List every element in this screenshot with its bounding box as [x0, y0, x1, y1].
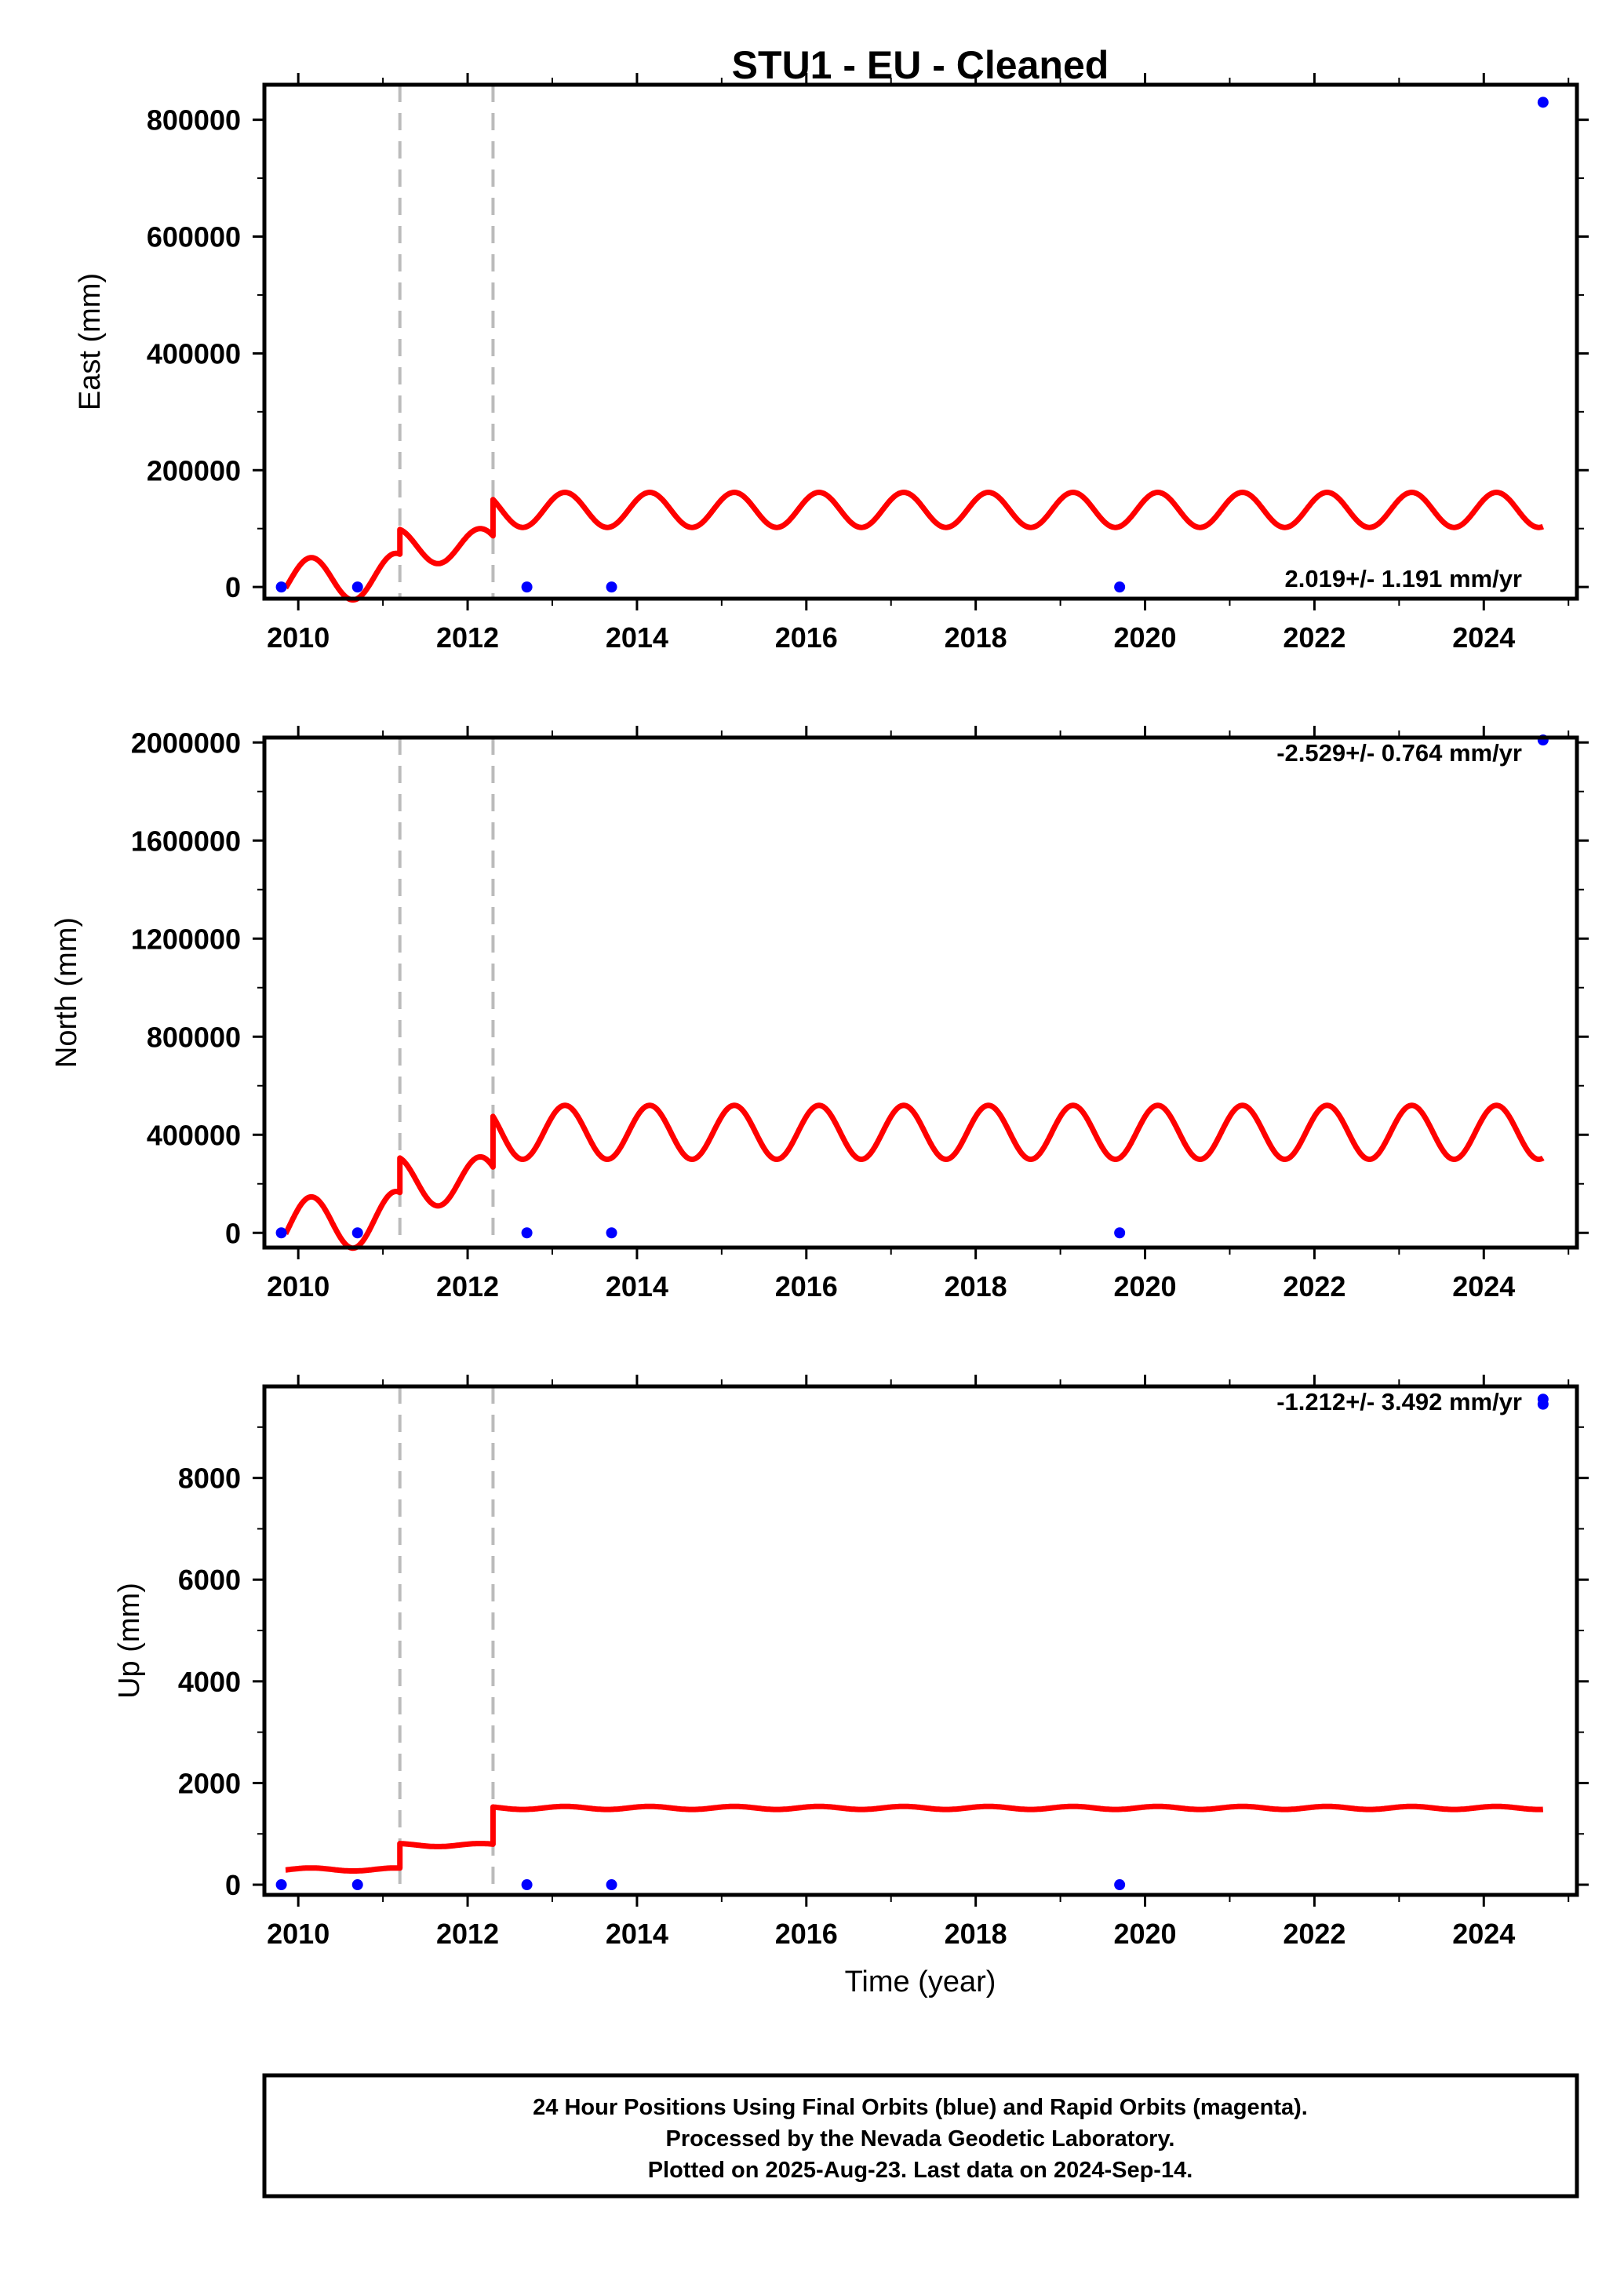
x-tick-label: 2016 — [775, 1270, 838, 1302]
rate-annotation: -2.529+/- 0.764 mm/yr — [1276, 739, 1522, 767]
x-tick-label: 2018 — [945, 1270, 1007, 1302]
x-tick-label: 2010 — [267, 621, 330, 654]
x-axis-label: Time (year) — [845, 1966, 996, 1998]
plot-frame — [262, 1384, 1579, 1897]
x-tick-label: 2024 — [1452, 1270, 1515, 1302]
up-panel: 2010 2012 2014 2016 2018 2020 2022 2024 0 2000 400… — [113, 1375, 1589, 1998]
data-point — [521, 581, 533, 593]
x-tick-label: 2014 — [606, 621, 668, 654]
y-tick-label: 800000 — [147, 104, 241, 137]
east-panel: 2010 2012 2014 2016 2018 2020 2022 2024 0 200000 4… — [74, 43, 1589, 654]
x-tick-label: 2022 — [1283, 1918, 1345, 1950]
x-tick-label: 2014 — [606, 1918, 668, 1950]
data-point — [606, 1227, 617, 1239]
y-tick-label: 600000 — [147, 221, 241, 253]
x-tick-label: 2020 — [1113, 621, 1176, 654]
y-tick-label: 8000 — [178, 1463, 241, 1495]
data-point — [606, 581, 617, 593]
plot-frame — [262, 735, 1579, 1250]
data-point — [1114, 1879, 1126, 1891]
y-tick-label: 0 — [225, 571, 241, 603]
y-tick-label: 800000 — [147, 1021, 241, 1053]
y-tick-label: 0 — [225, 1869, 241, 1901]
y-tick-label: 0 — [225, 1217, 241, 1249]
y-axis-label: North (mm) — [50, 917, 83, 1068]
y-axis-label: Up (mm) — [113, 1583, 146, 1699]
x-tick-label: 2024 — [1452, 621, 1515, 654]
north-panel: 2010 2012 2014 2016 2018 2020 2022 2024 0 400000 8… — [50, 726, 1589, 1302]
data-point — [275, 581, 287, 593]
y-tick-label: 400000 — [147, 337, 241, 370]
y-tick-label: 2000 — [178, 1767, 241, 1799]
x-tick-label: 2022 — [1283, 1270, 1345, 1302]
x-tick-label: 2020 — [1113, 1270, 1176, 1302]
y-tick-label: 1200000 — [131, 923, 241, 955]
data-point — [521, 1879, 533, 1891]
data-point — [1114, 581, 1126, 593]
y-tick-label: 2000000 — [131, 727, 241, 759]
model-curve — [282, 1102, 1545, 1251]
data-point — [351, 1879, 363, 1891]
data-point — [351, 581, 363, 593]
x-tick-label: 2016 — [775, 1918, 838, 1950]
x-tick-label: 2016 — [775, 621, 838, 654]
model-curve — [283, 1803, 1545, 1874]
rate-annotation: -1.212+/- 3.492 mm/yr — [1276, 1388, 1522, 1415]
y-tick-label: 4000 — [178, 1666, 241, 1698]
y-tick-label: 1600000 — [131, 825, 241, 857]
x-tick-label: 2020 — [1113, 1918, 1176, 1950]
y-axis-label: East (mm) — [74, 273, 107, 410]
x-tick-label: 2012 — [436, 1270, 499, 1302]
chart-title: STU1 - EU - Cleaned — [732, 43, 1109, 87]
data-point — [1537, 97, 1549, 108]
y-tick-label: 6000 — [178, 1564, 241, 1596]
x-tick-label: 2024 — [1452, 1918, 1515, 1950]
x-tick-label: 2018 — [945, 621, 1007, 654]
y-tick-label: 200000 — [147, 454, 241, 486]
footer-line-1: 24 Hour Positions Using Final Orbits (bl… — [533, 2095, 1308, 2120]
data-point — [521, 1227, 533, 1239]
x-tick-label: 2012 — [436, 1918, 499, 1950]
data-point — [275, 1879, 287, 1891]
data-point — [606, 1879, 617, 1891]
x-tick-label: 2018 — [945, 1918, 1007, 1950]
x-tick-label: 2022 — [1283, 621, 1345, 654]
rate-annotation: 2.019+/- 1.191 mm/yr — [1285, 565, 1522, 592]
data-point — [1537, 1394, 1549, 1405]
model-curve — [282, 490, 1545, 603]
y-tick-label: 400000 — [147, 1119, 241, 1151]
footer-box: 24 Hour Positions Using Final Orbits (bl… — [262, 2073, 1579, 2199]
x-tick-label: 2014 — [606, 1270, 668, 1302]
footer-line-2: Processed by the Nevada Geodetic Laborat… — [666, 2126, 1175, 2151]
data-point — [351, 1227, 363, 1239]
footer-line-3: Plotted on 2025-Aug-23. Last data on 202… — [648, 2158, 1193, 2183]
x-tick-label: 2012 — [436, 621, 499, 654]
plot-frame — [262, 82, 1579, 601]
x-tick-label: 2010 — [267, 1918, 330, 1950]
x-tick-label: 2010 — [267, 1270, 330, 1302]
data-point — [275, 1227, 287, 1239]
data-point — [1114, 1227, 1126, 1239]
